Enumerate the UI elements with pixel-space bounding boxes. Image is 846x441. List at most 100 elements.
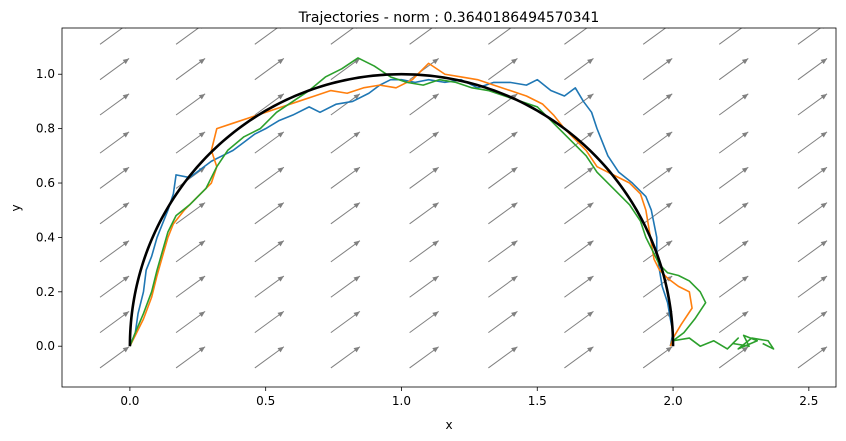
vector-arrow: [718, 275, 749, 298]
vector-arrow: [718, 240, 749, 263]
vector-arrow: [99, 28, 127, 45]
y-axis-ticks: 0.0 0.2 0.4 0.6 0.8 1.0: [36, 67, 62, 353]
vector-arrow: [797, 131, 828, 154]
trajectory-line-3: [129, 57, 775, 350]
vector-arrow: [409, 28, 436, 45]
vector-arrow: [175, 310, 206, 334]
vector-arrow: [488, 131, 518, 154]
vector-arrow: [564, 58, 594, 81]
vector-arrow: [718, 93, 749, 116]
vector-arrow: [254, 131, 285, 154]
x-tick-label: 2.5: [799, 394, 818, 408]
vector-arrow: [99, 240, 130, 263]
vector-arrow: [797, 310, 828, 334]
vector-arrow: [99, 166, 130, 189]
vector-arrow: [642, 240, 673, 263]
vector-arrow: [797, 28, 825, 45]
vector-arrow: [330, 166, 361, 189]
vector-arrow: [564, 166, 594, 189]
vector-arrow: [642, 346, 673, 369]
vector-arrow: [99, 346, 130, 369]
x-axis-label: x: [445, 418, 452, 432]
vector-arrow: [488, 346, 518, 369]
vector-arrow: [488, 240, 518, 263]
vector-arrow: [797, 202, 828, 225]
vector-arrow: [642, 131, 673, 154]
vector-arrow: [409, 58, 439, 81]
vector-arrow: [254, 28, 282, 45]
vector-arrow: [254, 310, 285, 334]
vector-field: [99, 28, 828, 369]
vector-arrow: [175, 28, 203, 45]
vector-arrow: [488, 310, 518, 334]
vector-arrow: [175, 275, 206, 298]
vector-arrow: [797, 166, 828, 189]
vector-arrow: [642, 28, 670, 45]
vector-arrow: [488, 58, 518, 81]
vector-arrow: [564, 275, 594, 298]
x-axis-ticks: 0.0 0.5 1.0 1.5 2.0 2.5: [120, 387, 818, 408]
vector-arrow: [254, 202, 285, 225]
plot-frame: [61, 27, 837, 388]
vector-arrow: [254, 275, 285, 298]
y-tick-label: 1.0: [36, 67, 55, 81]
vector-arrow: [409, 202, 439, 225]
vector-arrow: [330, 93, 361, 116]
vector-arrow: [409, 166, 439, 189]
x-tick-label: 0.0: [120, 394, 139, 408]
y-tick-label: 0.2: [36, 285, 55, 299]
vector-arrow: [718, 28, 746, 45]
vector-arrow: [254, 93, 285, 116]
vector-arrow: [564, 240, 594, 263]
y-tick-label: 0.6: [36, 176, 55, 190]
x-tick-label: 2.0: [664, 394, 683, 408]
vector-arrow: [718, 346, 749, 369]
reference-curve-layer: [128, 72, 675, 347]
vector-arrow: [409, 346, 439, 369]
y-tick-label: 0.4: [36, 230, 55, 244]
vector-arrow: [175, 346, 206, 369]
vector-arrow: [254, 240, 285, 263]
vector-arrow: [488, 166, 518, 189]
vector-arrow: [175, 93, 206, 116]
vector-arrow: [330, 310, 361, 334]
vector-arrow: [488, 28, 515, 45]
vector-arrow: [330, 58, 361, 81]
vector-arrow: [564, 202, 594, 225]
y-axis-label: y: [9, 204, 23, 211]
vector-arrow: [797, 240, 828, 263]
y-tick-label: 0.0: [36, 339, 55, 353]
chart-title: Trajectories - norm : 0.3640186494570341: [298, 10, 600, 26]
vector-arrow: [718, 166, 749, 189]
vector-arrow: [99, 310, 130, 334]
trajectory-line-2: [129, 62, 693, 347]
vector-arrow: [409, 240, 439, 263]
vector-arrow: [254, 346, 285, 369]
vector-arrow: [99, 93, 130, 116]
x-tick-label: 0.5: [256, 394, 275, 408]
vector-arrow: [175, 202, 206, 225]
vector-arrow: [175, 240, 206, 263]
vector-arrow: [99, 131, 130, 154]
vector-arrow: [797, 346, 828, 369]
vector-arrow: [564, 346, 594, 369]
vector-arrow: [797, 93, 828, 116]
vector-arrow: [254, 166, 285, 189]
vector-arrow: [642, 310, 673, 334]
vector-arrow: [488, 202, 518, 225]
vector-arrow: [797, 58, 828, 81]
vector-arrow: [330, 275, 361, 298]
vector-arrow: [99, 275, 130, 298]
x-tick-label: 1.0: [392, 394, 411, 408]
vector-arrow: [330, 131, 361, 154]
vector-arrow: [409, 93, 439, 116]
vector-arrow: [642, 166, 673, 189]
trajectory-series: [129, 57, 775, 350]
vector-arrow: [409, 131, 439, 154]
vector-arrow: [718, 310, 749, 334]
vector-arrow: [330, 346, 361, 369]
x-tick-label: 1.5: [528, 394, 547, 408]
vector-arrow: [99, 58, 130, 81]
vector-arrow: [330, 240, 361, 263]
vector-arrow: [99, 202, 130, 225]
